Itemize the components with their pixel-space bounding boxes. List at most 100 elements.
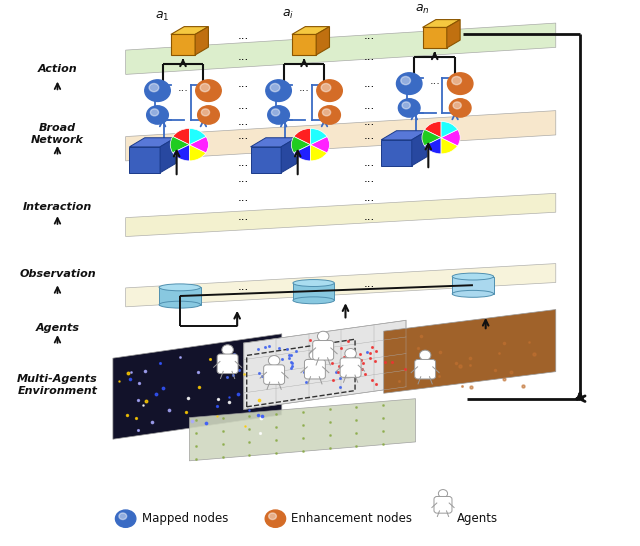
Point — [287, 361, 298, 370]
Polygon shape — [412, 130, 427, 166]
Polygon shape — [195, 27, 209, 55]
Polygon shape — [250, 138, 296, 147]
Point — [134, 379, 144, 388]
Point — [365, 349, 376, 358]
Polygon shape — [316, 27, 330, 55]
Point — [285, 351, 296, 360]
Point — [218, 427, 228, 436]
Point — [140, 366, 150, 375]
FancyBboxPatch shape — [340, 358, 361, 377]
Point — [298, 446, 308, 455]
Point — [490, 366, 500, 375]
Point — [220, 360, 230, 369]
Circle shape — [149, 84, 159, 92]
Circle shape — [402, 102, 410, 109]
Point — [255, 429, 265, 437]
Point — [256, 413, 266, 422]
Circle shape — [321, 84, 331, 92]
Point — [191, 442, 201, 450]
Point — [351, 403, 362, 412]
Text: Agents: Agents — [457, 512, 498, 525]
Circle shape — [198, 106, 220, 124]
Point — [234, 365, 244, 374]
Circle shape — [401, 76, 410, 85]
Point — [345, 352, 355, 360]
Point — [125, 375, 135, 383]
Polygon shape — [189, 399, 415, 461]
Point — [387, 358, 397, 367]
Point — [284, 354, 294, 363]
Point — [303, 369, 313, 378]
Bar — [452, 276, 493, 294]
FancyBboxPatch shape — [217, 354, 238, 373]
Point — [191, 429, 201, 438]
Polygon shape — [129, 147, 160, 173]
Bar — [293, 283, 334, 300]
Point — [324, 343, 334, 352]
Ellipse shape — [438, 490, 447, 497]
Point — [362, 347, 372, 356]
Circle shape — [147, 106, 168, 124]
FancyBboxPatch shape — [313, 341, 333, 360]
Point — [218, 453, 228, 461]
Point — [147, 418, 157, 426]
Point — [133, 396, 143, 405]
Text: ···: ··· — [238, 214, 249, 227]
Point — [244, 437, 254, 446]
Wedge shape — [424, 121, 441, 138]
Text: ···: ··· — [364, 133, 375, 146]
Point — [380, 358, 390, 367]
Text: ···: ··· — [364, 281, 375, 294]
Point — [466, 383, 476, 391]
Text: ···: ··· — [238, 55, 249, 67]
Circle shape — [398, 99, 420, 117]
Text: $a_i$: $a_i$ — [282, 8, 294, 21]
Point — [300, 378, 310, 387]
Point — [244, 425, 254, 434]
Point — [271, 423, 281, 431]
Point — [271, 448, 281, 457]
Point — [367, 343, 378, 352]
Point — [257, 371, 267, 380]
Ellipse shape — [293, 297, 334, 304]
Polygon shape — [125, 111, 556, 161]
Point — [524, 337, 534, 346]
Point — [284, 351, 294, 359]
Text: Action: Action — [38, 64, 77, 74]
Polygon shape — [292, 34, 316, 55]
Point — [416, 331, 426, 340]
Polygon shape — [422, 27, 447, 48]
Point — [211, 402, 221, 411]
Point — [356, 355, 366, 364]
Point — [506, 368, 516, 377]
Point — [308, 354, 318, 363]
Text: ···: ··· — [364, 119, 375, 132]
Point — [378, 414, 388, 423]
Text: ···: ··· — [429, 79, 440, 88]
Point — [221, 373, 232, 382]
Point — [218, 414, 228, 423]
Ellipse shape — [345, 348, 356, 359]
Point — [244, 412, 254, 420]
Point — [286, 358, 296, 366]
Point — [529, 350, 539, 359]
Circle shape — [200, 84, 210, 92]
Point — [343, 336, 353, 345]
Circle shape — [453, 102, 461, 109]
Point — [132, 425, 143, 434]
Ellipse shape — [159, 301, 200, 308]
Point — [378, 440, 388, 448]
Text: Multi-Agents
Environment: Multi-Agents Environment — [17, 375, 98, 396]
Point — [287, 359, 298, 367]
Text: ···: ··· — [364, 214, 375, 227]
Text: ···: ··· — [364, 55, 375, 67]
Point — [269, 365, 280, 374]
Point — [141, 396, 152, 405]
Point — [213, 394, 223, 403]
Point — [228, 371, 239, 379]
Point — [336, 343, 346, 352]
Ellipse shape — [293, 280, 334, 287]
Circle shape — [317, 80, 342, 102]
Point — [244, 450, 254, 459]
Point — [282, 344, 292, 353]
